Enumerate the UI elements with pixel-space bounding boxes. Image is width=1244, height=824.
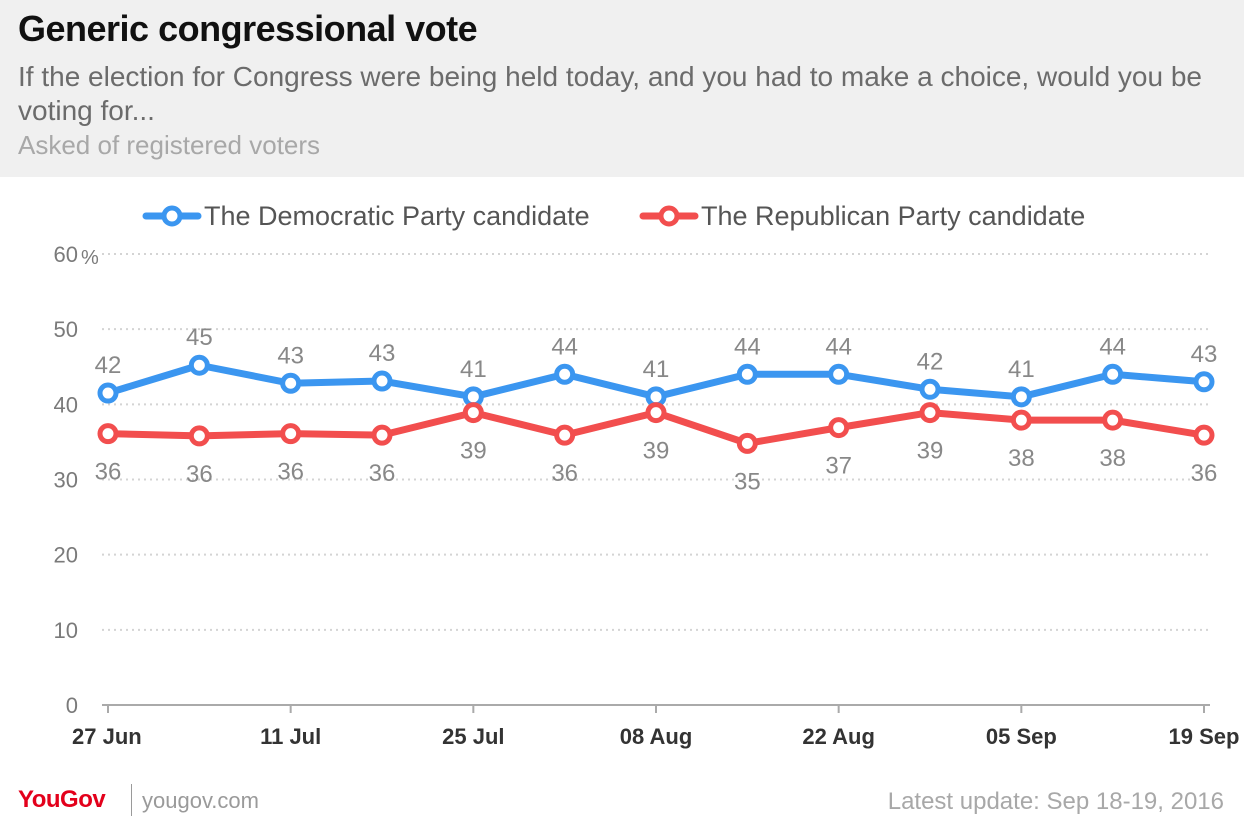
data-label-republican: 36	[186, 461, 213, 488]
legend-marker	[658, 205, 680, 227]
data-label-democratic: 43	[369, 340, 396, 367]
x-tick-label: 05 Sep	[986, 724, 1057, 749]
data-point-republican	[736, 432, 758, 454]
data-point-democratic	[919, 378, 941, 400]
data-point-republican	[462, 402, 484, 424]
data-point-democratic	[97, 382, 119, 404]
data-point-republican	[371, 424, 393, 446]
yougov-logo: YouGov	[18, 786, 106, 813]
data-point-democratic	[371, 370, 393, 392]
data-label-democratic: 42	[917, 348, 944, 375]
data-point-republican	[188, 425, 210, 447]
x-tick-label: 19 Sep	[1169, 724, 1240, 749]
footer-divider	[131, 784, 132, 816]
data-label-republican: 38	[1008, 445, 1035, 472]
data-point-democratic	[280, 372, 302, 394]
data-label-democratic: 41	[460, 356, 487, 383]
data-point-republican	[828, 417, 850, 439]
data-label-republican: 35	[734, 468, 761, 495]
data-point-republican	[97, 423, 119, 445]
data-label-democratic: 44	[734, 333, 761, 360]
y-tick-label: 50	[54, 317, 78, 342]
chart-subtitle: If the election for Congress were being …	[18, 61, 1202, 126]
data-point-democratic	[188, 354, 210, 376]
x-tick-label: 11 Jul	[260, 724, 321, 749]
y-tick-label: 30	[54, 468, 78, 493]
legend-label: The Republican Party candidate	[701, 201, 1085, 231]
y-tick-label: 10	[54, 618, 78, 643]
data-label-republican: 39	[460, 438, 487, 465]
data-point-democratic	[554, 363, 576, 385]
data-label-republican: 36	[1191, 460, 1218, 487]
chart-header: Generic congressional vote If the electi…	[0, 0, 1244, 177]
y-tick-label: 60	[54, 242, 78, 267]
y-tick-label: 0	[66, 693, 78, 718]
data-label-democratic: 43	[1191, 341, 1218, 368]
data-label-democratic: 45	[186, 324, 213, 351]
data-label-republican: 37	[825, 453, 852, 480]
data-label-democratic: 41	[643, 356, 670, 383]
data-label-republican: 36	[95, 459, 122, 486]
data-point-republican	[280, 423, 302, 445]
data-label-democratic: 43	[277, 342, 304, 369]
x-tick-label: 08 Aug	[620, 724, 693, 749]
data-point-democratic	[1193, 371, 1215, 393]
data-label-democratic: 41	[1008, 356, 1035, 383]
data-label-democratic: 42	[95, 352, 122, 379]
data-label-republican: 36	[551, 460, 578, 487]
data-point-democratic	[828, 363, 850, 385]
y-tick-label: 40	[54, 392, 78, 417]
data-point-republican	[1010, 409, 1032, 431]
data-label-republican: 39	[917, 438, 944, 465]
legend-item-republican: The Republican Party candidate	[639, 201, 1085, 231]
data-label-republican: 36	[369, 460, 396, 487]
line-chart: 0 10 20 30 40 50 60 % 27 Jun 11 Jul 25 Jul 08 Aug 22…	[54, 201, 1240, 749]
latest-update: Latest update: Sep 18-19, 2016	[887, 788, 1224, 815]
data-label-republican: 39	[643, 438, 670, 465]
legend-marker	[161, 205, 183, 227]
data-point-republican	[919, 402, 941, 424]
data-label-republican: 38	[1099, 445, 1126, 472]
x-tick-label: 27 Jun	[72, 724, 142, 749]
data-point-republican	[554, 424, 576, 446]
legend-label: The Democratic Party candidate	[204, 201, 590, 231]
data-label-democratic: 44	[825, 333, 852, 360]
x-tick-label: 25 Jul	[442, 724, 504, 749]
data-point-democratic	[736, 363, 758, 385]
data-label-republican: 36	[277, 459, 304, 486]
data-label-democratic: 44	[551, 333, 578, 360]
data-label-democratic: 44	[1099, 333, 1126, 360]
x-tick-label: 22 Aug	[802, 724, 875, 749]
data-point-republican	[645, 402, 667, 424]
legend-item-democratic: The Democratic Party candidate	[142, 201, 590, 231]
data-point-republican	[1102, 409, 1124, 431]
y-tick-label: 20	[54, 543, 78, 568]
data-point-democratic	[1010, 386, 1032, 408]
data-point-republican	[1193, 424, 1215, 446]
y-unit-label: %	[81, 247, 99, 269]
chart-note: Asked of registered voters	[18, 130, 321, 160]
chart-title: Generic congressional vote	[18, 8, 478, 49]
footer-url: yougov.com	[142, 788, 259, 813]
data-point-democratic	[1102, 363, 1124, 385]
